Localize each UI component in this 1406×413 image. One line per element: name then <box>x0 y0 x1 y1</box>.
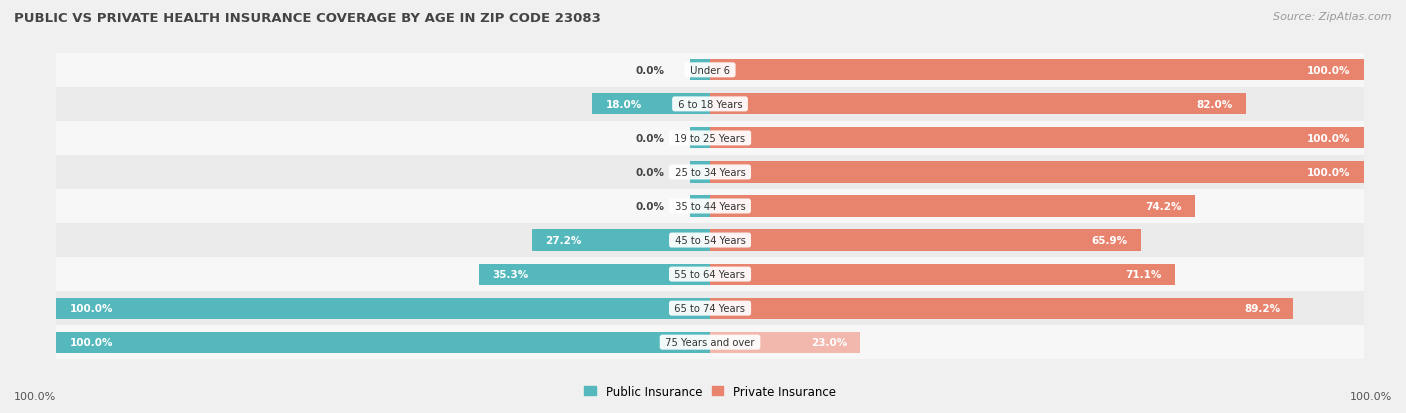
Text: 23.0%: 23.0% <box>811 337 848 347</box>
Bar <box>56 190 1364 223</box>
Bar <box>690 128 710 149</box>
Text: 65 to 74 Years: 65 to 74 Years <box>672 304 748 313</box>
Text: 100.0%: 100.0% <box>69 337 112 347</box>
Bar <box>710 162 1364 183</box>
Text: Under 6: Under 6 <box>688 66 733 76</box>
Text: 100.0%: 100.0% <box>1308 133 1351 144</box>
Text: 0.0%: 0.0% <box>636 202 664 211</box>
Text: 0.0%: 0.0% <box>636 168 664 178</box>
Text: 82.0%: 82.0% <box>1197 100 1233 109</box>
Legend: Public Insurance, Private Insurance: Public Insurance, Private Insurance <box>579 380 841 402</box>
Bar <box>710 60 1364 81</box>
Bar <box>533 230 710 251</box>
Bar <box>710 264 1175 285</box>
Text: 0.0%: 0.0% <box>636 133 664 144</box>
Bar <box>710 332 860 353</box>
Bar <box>710 94 1246 115</box>
Text: 100.0%: 100.0% <box>14 391 56 401</box>
Bar <box>56 156 1364 190</box>
Text: 55 to 64 Years: 55 to 64 Years <box>672 269 748 280</box>
Text: 35 to 44 Years: 35 to 44 Years <box>672 202 748 211</box>
Text: 71.1%: 71.1% <box>1125 269 1161 280</box>
Text: 35.3%: 35.3% <box>492 269 529 280</box>
Bar <box>56 292 1364 325</box>
Text: 100.0%: 100.0% <box>69 304 112 313</box>
Bar <box>56 325 1364 359</box>
Text: 89.2%: 89.2% <box>1244 304 1279 313</box>
Bar <box>56 257 1364 292</box>
Text: 45 to 54 Years: 45 to 54 Years <box>672 235 748 245</box>
Text: 25 to 34 Years: 25 to 34 Years <box>672 168 748 178</box>
Bar <box>710 128 1364 149</box>
Text: 100.0%: 100.0% <box>1350 391 1392 401</box>
Text: PUBLIC VS PRIVATE HEALTH INSURANCE COVERAGE BY AGE IN ZIP CODE 23083: PUBLIC VS PRIVATE HEALTH INSURANCE COVER… <box>14 12 600 25</box>
Bar <box>592 94 710 115</box>
Bar <box>56 88 1364 121</box>
Text: 65.9%: 65.9% <box>1091 235 1128 245</box>
Bar <box>690 60 710 81</box>
Text: 100.0%: 100.0% <box>1308 66 1351 76</box>
Bar <box>56 54 1364 88</box>
Bar <box>479 264 710 285</box>
Text: 27.2%: 27.2% <box>546 235 582 245</box>
Bar <box>690 162 710 183</box>
Text: 75 Years and over: 75 Years and over <box>662 337 758 347</box>
Bar <box>710 196 1195 217</box>
Bar <box>56 223 1364 257</box>
Text: 19 to 25 Years: 19 to 25 Years <box>672 133 748 144</box>
Bar <box>56 332 710 353</box>
Bar <box>690 196 710 217</box>
Bar <box>56 298 710 319</box>
Bar <box>710 230 1140 251</box>
Text: 100.0%: 100.0% <box>1308 168 1351 178</box>
Bar <box>56 121 1364 156</box>
Text: Source: ZipAtlas.com: Source: ZipAtlas.com <box>1274 12 1392 22</box>
Text: 6 to 18 Years: 6 to 18 Years <box>675 100 745 109</box>
Text: 18.0%: 18.0% <box>606 100 641 109</box>
Text: 74.2%: 74.2% <box>1146 202 1182 211</box>
Bar <box>710 298 1294 319</box>
Text: 0.0%: 0.0% <box>636 66 664 76</box>
